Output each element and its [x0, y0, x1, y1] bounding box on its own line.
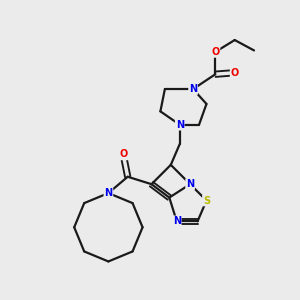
Text: O: O	[211, 47, 220, 57]
Text: O: O	[119, 149, 128, 160]
Text: N: N	[173, 216, 181, 226]
Text: N: N	[104, 188, 112, 198]
Text: O: O	[231, 68, 239, 78]
Text: N: N	[176, 120, 184, 130]
Text: N: N	[186, 179, 194, 189]
Text: S: S	[203, 196, 210, 206]
Text: N: N	[189, 84, 197, 94]
